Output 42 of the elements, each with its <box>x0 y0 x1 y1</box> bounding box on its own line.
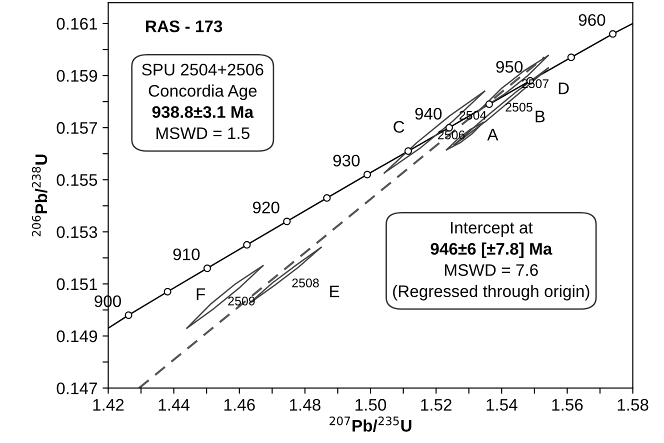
x-axis-title: $^{207}$Pb/$^{235}$U <box>330 416 412 432</box>
y-tick-label: 0.147 <box>56 382 97 394</box>
annotation: C <box>394 120 404 133</box>
annotation: 946±6 [±7.8] Ma <box>430 242 552 258</box>
x-tick-label: 1.54 <box>486 399 518 411</box>
x-tick-label: 1.46 <box>224 398 255 411</box>
annotation: (Regressed through origin) <box>393 284 590 300</box>
annotation: SPU 2504+2506 <box>142 64 264 76</box>
annotation: Concordia Age <box>148 84 257 100</box>
y-tick-label: 0.159 <box>56 70 98 82</box>
x-tick-label: 1.52 <box>421 398 452 411</box>
annotation: 960 <box>578 14 606 26</box>
annotation: MSWD = 7.6 <box>445 264 538 276</box>
annotation: 910 <box>173 248 200 260</box>
y-axis-title: $^{206}$Pb/$^{238}$U <box>32 154 48 236</box>
annotation: 940 <box>415 108 442 120</box>
y-tick-label: 0.161 <box>56 18 98 30</box>
annotation: 920 <box>252 202 280 214</box>
annotation: Intercept at <box>451 222 533 237</box>
y-tick-label: 0.151 <box>56 278 98 290</box>
annotation: 950 <box>496 60 523 73</box>
annotation: B <box>536 110 545 122</box>
x-tick-label: 1.56 <box>552 398 583 411</box>
y-tick-label: 0.155 <box>56 174 98 186</box>
annotation: A <box>487 128 498 140</box>
x-tick-label: 1.42 <box>93 398 124 411</box>
y-tick-label: 0.149 <box>56 330 98 342</box>
y-tick-label: 0.153 <box>56 226 98 238</box>
x-tick-label: 1.58 <box>618 398 648 411</box>
x-tick-label: 1.48 <box>290 398 320 411</box>
annotation: MSWD = 1.5 <box>156 127 250 140</box>
x-tick-label: 1.50 <box>356 398 386 411</box>
annotation: 938.8±3.1 Ma <box>152 106 254 118</box>
annotation: D <box>558 82 569 94</box>
annotation: F <box>196 288 205 300</box>
annotation: 2508 <box>292 278 319 288</box>
text: RAS - 173 <box>146 20 222 32</box>
annotation: 2505 <box>506 102 532 112</box>
annotation: E <box>330 286 340 298</box>
annotation: 930 <box>333 154 360 167</box>
y-tick-label: 0.157 <box>56 122 97 134</box>
x-tick-label: 1.44 <box>158 399 190 411</box>
